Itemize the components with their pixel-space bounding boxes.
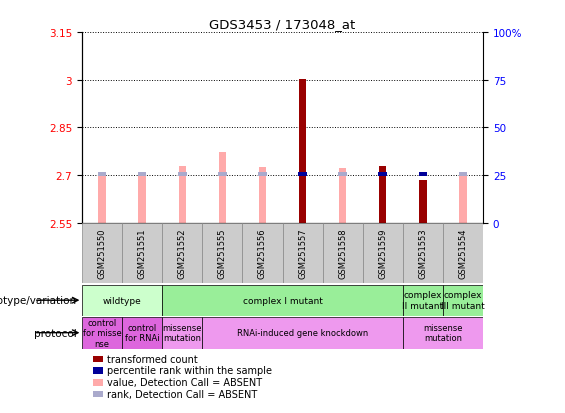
Bar	[379, 173, 387, 176]
Bar	[363, 223, 403, 283]
Bar	[443, 285, 483, 316]
Bar	[178, 173, 186, 176]
Text: GSM251552: GSM251552	[178, 228, 186, 278]
Bar	[419, 180, 427, 223]
Bar	[459, 176, 467, 223]
Bar	[202, 317, 403, 349]
Text: RNAi-induced gene knockdown: RNAi-induced gene knockdown	[237, 328, 368, 337]
Bar	[179, 167, 186, 223]
Text: value, Detection Call = ABSENT: value, Detection Call = ABSENT	[107, 377, 263, 387]
Text: complex
III mutant: complex III mutant	[441, 291, 485, 310]
Text: missense
mutation: missense mutation	[163, 323, 202, 342]
Text: protocol: protocol	[33, 328, 76, 338]
Bar	[218, 173, 227, 176]
Text: complex
II mutant: complex II mutant	[402, 291, 444, 310]
Text: transformed count: transformed count	[107, 354, 198, 364]
Bar	[162, 223, 202, 283]
Bar	[339, 169, 346, 223]
Bar	[298, 173, 307, 176]
Bar	[98, 173, 106, 176]
Bar	[219, 152, 226, 223]
Bar	[403, 317, 483, 349]
Bar	[403, 223, 443, 283]
Bar	[202, 223, 242, 283]
Bar	[122, 223, 162, 283]
Bar	[138, 173, 146, 176]
Bar	[98, 176, 106, 223]
Bar	[459, 173, 467, 176]
Bar	[122, 317, 162, 349]
Text: complex I mutant: complex I mutant	[242, 296, 323, 305]
Bar	[379, 166, 386, 223]
Bar	[162, 285, 403, 316]
Text: control
for RNAi: control for RNAi	[125, 323, 159, 342]
Text: GSM251558: GSM251558	[338, 228, 347, 278]
Bar	[82, 285, 162, 316]
Text: GSM251557: GSM251557	[298, 228, 307, 278]
Text: GSM251559: GSM251559	[379, 228, 387, 278]
Text: GSM251551: GSM251551	[138, 228, 146, 278]
Bar	[138, 176, 146, 223]
Bar	[299, 80, 306, 223]
Text: GSM251554: GSM251554	[459, 228, 467, 278]
Bar	[443, 223, 483, 283]
Bar	[242, 223, 282, 283]
Bar	[162, 317, 202, 349]
Bar	[259, 167, 266, 223]
Text: genotype/variation: genotype/variation	[0, 296, 76, 306]
Text: GSM251555: GSM251555	[218, 228, 227, 278]
Bar	[82, 223, 122, 283]
Bar	[323, 223, 363, 283]
Text: missense
mutation: missense mutation	[423, 323, 463, 342]
Bar	[258, 173, 267, 176]
Bar	[282, 223, 323, 283]
Text: control
for misse
nse: control for misse nse	[82, 318, 121, 348]
Bar	[338, 173, 347, 176]
Text: GSM251556: GSM251556	[258, 228, 267, 278]
Text: percentile rank within the sample: percentile rank within the sample	[107, 366, 272, 375]
Text: GSM251553: GSM251553	[419, 228, 427, 278]
Bar	[419, 173, 427, 176]
Text: wildtype: wildtype	[103, 296, 141, 305]
Bar	[82, 317, 122, 349]
Title: GDS3453 / 173048_at: GDS3453 / 173048_at	[210, 17, 355, 31]
Bar	[403, 285, 443, 316]
Text: rank, Detection Call = ABSENT: rank, Detection Call = ABSENT	[107, 389, 258, 399]
Text: GSM251550: GSM251550	[98, 228, 106, 278]
